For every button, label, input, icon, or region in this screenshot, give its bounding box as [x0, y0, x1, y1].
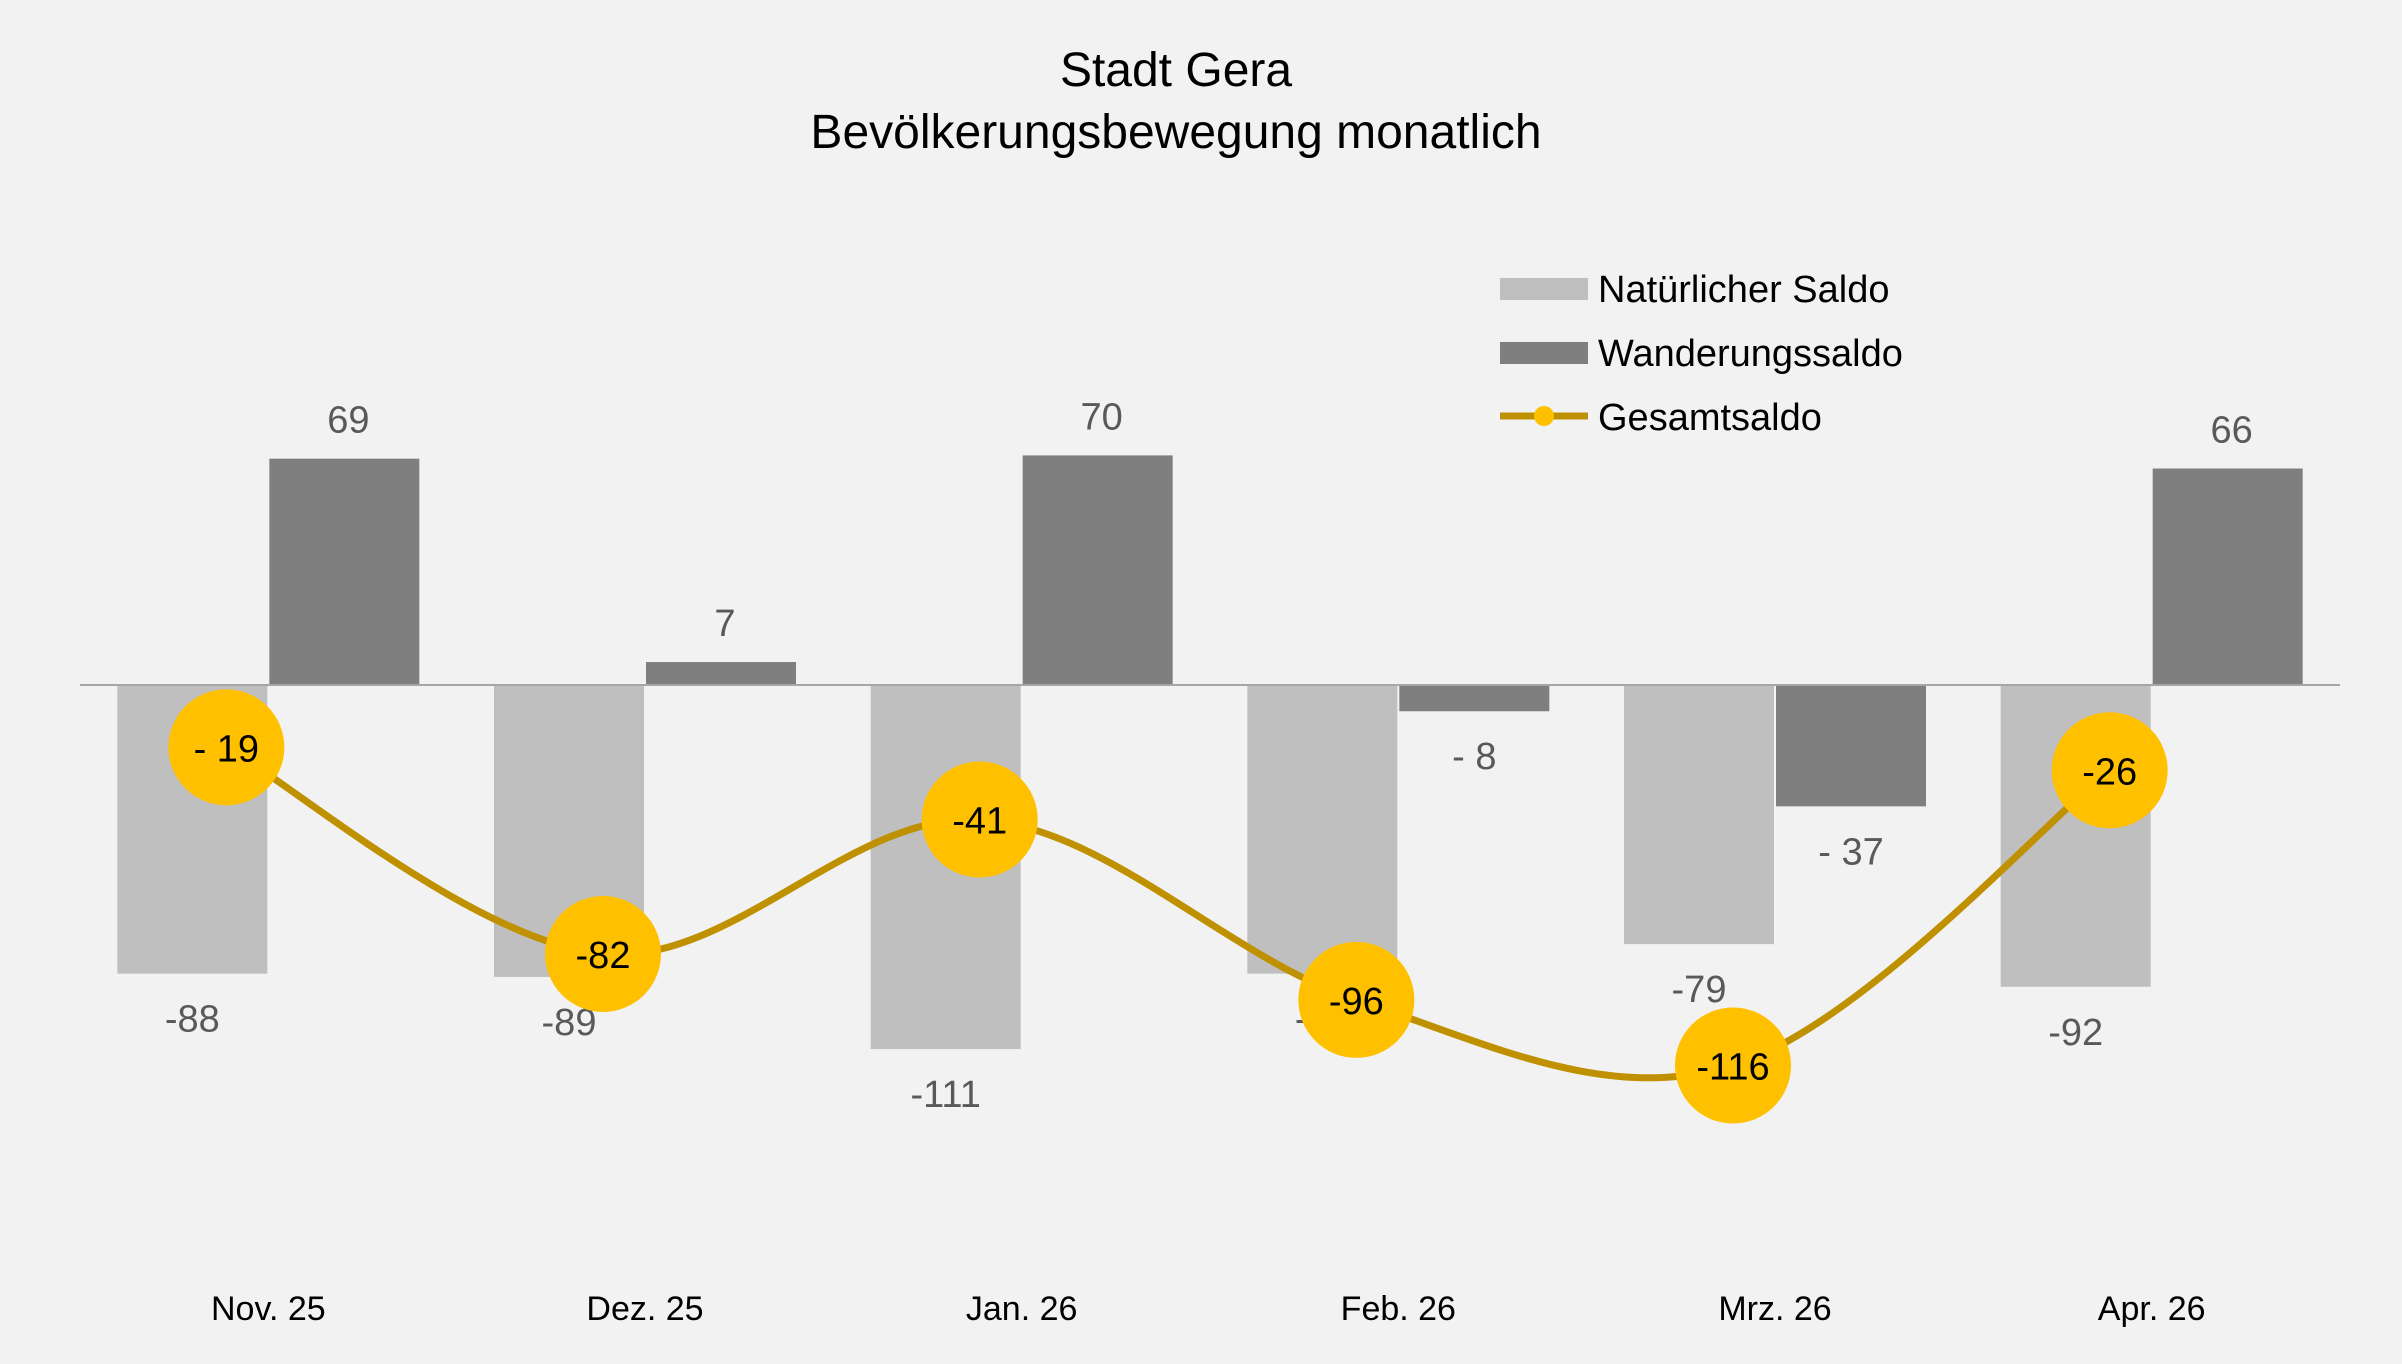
bar-migration-5 — [2152, 468, 2303, 685]
legend-label-migration: Wanderungssaldo — [1598, 333, 1903, 375]
chart-subtitle: Bevölkerungsbewegung monatlich — [810, 106, 1541, 159]
x-tick-label-5: Apr. 26 — [2098, 1290, 2206, 1328]
marker-total-3 — [1298, 941, 1415, 1058]
data-label-migration-4: - 37 — [1818, 831, 1883, 873]
marker-total-4 — [1675, 1007, 1791, 1124]
legend: Natürlicher Saldo Wanderungssaldo Gesamt… — [1500, 269, 1903, 439]
data-label-total-1: -82 — [576, 935, 631, 977]
legend-swatch-migration — [1500, 342, 1588, 364]
data-label-total-4: -116 — [1696, 1046, 1769, 1088]
legend-swatch-total-marker — [1534, 406, 1554, 426]
marker-total-2 — [921, 761, 1038, 878]
bar-migration-4 — [1776, 685, 1926, 807]
marker-total-1 — [545, 895, 661, 1012]
data-label-total-3: -96 — [1329, 981, 1384, 1023]
bar-natural-3 — [1247, 685, 1398, 974]
data-label-migration-1: 7 — [714, 603, 735, 645]
legend-swatch-natural — [1500, 278, 1588, 300]
data-label-total-0: - 19 — [194, 728, 259, 770]
x-tick-label-4: Mrz. 26 — [1718, 1290, 1831, 1328]
bar-migration-0 — [269, 458, 420, 685]
data-label-total-2: -41 — [952, 800, 1007, 842]
x-tick-label-3: Feb. 26 — [1341, 1290, 1456, 1328]
x-tick-label-2: Jan. 26 — [966, 1290, 1078, 1328]
data-label-natural-2: -111 — [910, 1074, 980, 1116]
data-label-natural-5: -92 — [2048, 1012, 2103, 1054]
data-label-total-5: -26 — [2082, 751, 2137, 793]
series-line-total — [222, 743, 2114, 1082]
x-tick-label-1: Dez. 25 — [586, 1290, 703, 1328]
data-label-migration-5: 66 — [2211, 410, 2253, 452]
legend-label-total: Gesamtsaldo — [1598, 397, 1822, 439]
data-label-migration-0: 69 — [327, 400, 369, 442]
chart-title: Stadt Gera — [1060, 44, 1292, 97]
data-label-natural-4: -79 — [1672, 969, 1727, 1011]
bar-migration-2 — [1022, 455, 1173, 685]
bar-natural-4 — [1624, 685, 1774, 945]
legend-label-natural: Natürlicher Saldo — [1598, 269, 1889, 311]
data-label-natural-0: -88 — [165, 999, 220, 1041]
data-label-migration-3: - 8 — [1452, 736, 1496, 778]
bar-migration-1 — [646, 662, 796, 685]
marker-total-5 — [2051, 712, 2168, 829]
bar-migration-3 — [1399, 685, 1550, 712]
x-tick-label-0: Nov. 25 — [211, 1290, 326, 1328]
marker-total-0 — [168, 689, 285, 806]
data-label-migration-2: 70 — [1081, 396, 1123, 438]
